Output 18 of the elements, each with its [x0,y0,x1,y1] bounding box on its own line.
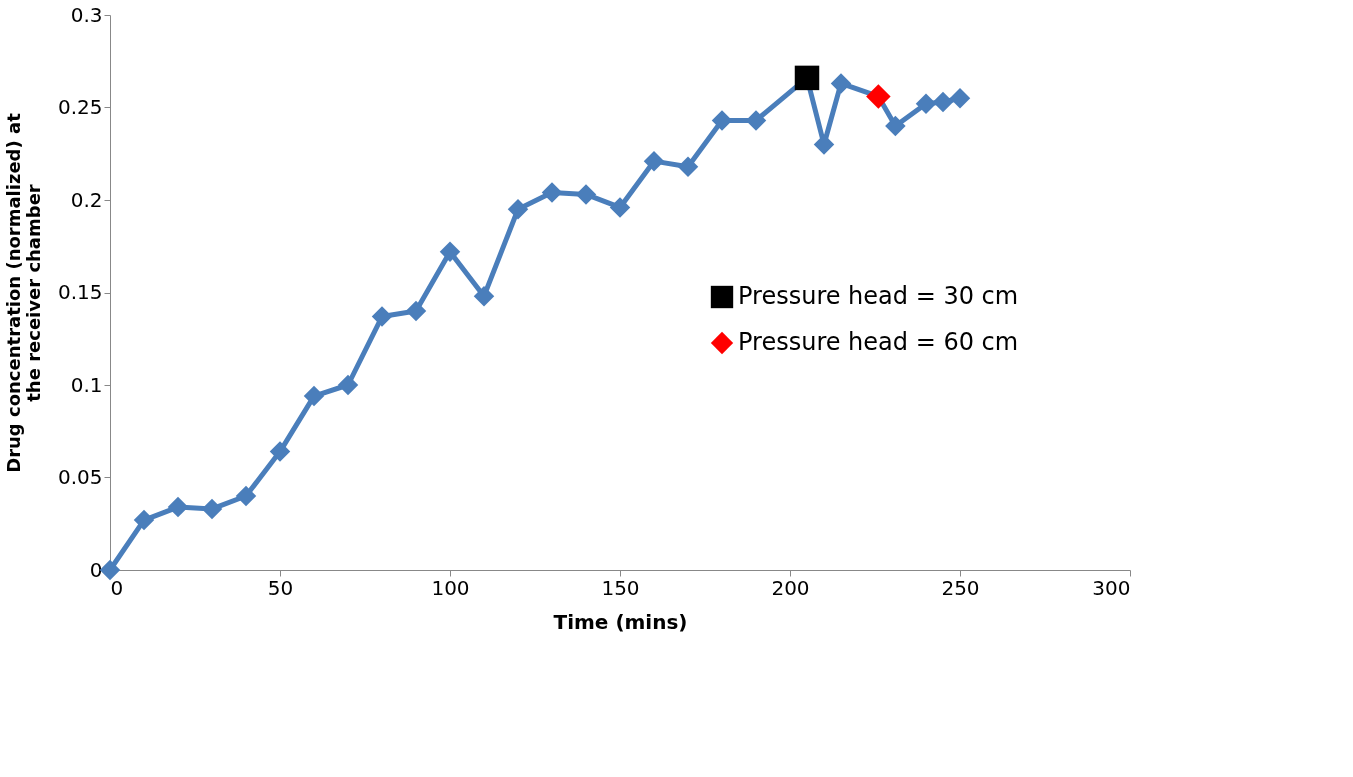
x-tick-label: 0 [110,575,124,600]
y-axis-title: Drug concentration (normalized) at the receiver chamber [2,112,44,473]
x-tick-label: 300 [1092,575,1131,600]
x-tick-label: 100 [431,575,470,600]
x-tick-label: 250 [941,575,980,600]
y-tick-label: 0.3 [70,2,103,27]
x-tick-label: 200 [771,575,810,600]
y-tick-label: 0.15 [57,280,103,304]
y-tick-label: 0.05 [57,465,103,489]
y-tick-label: 0.1 [70,372,103,397]
legend-label: Pressure head = 60 cm [738,328,1019,356]
x-axis-title: Time (mins) [553,609,688,634]
y-tick-label: 0.25 [57,95,103,119]
x-tick-label: 50 [267,575,294,600]
legend-label: Pressure head = 30 cm [738,282,1019,310]
y-tick-label: 0.2 [70,187,103,212]
x-tick-label: 150 [601,575,640,600]
y-tick-label: 0 [89,557,103,582]
